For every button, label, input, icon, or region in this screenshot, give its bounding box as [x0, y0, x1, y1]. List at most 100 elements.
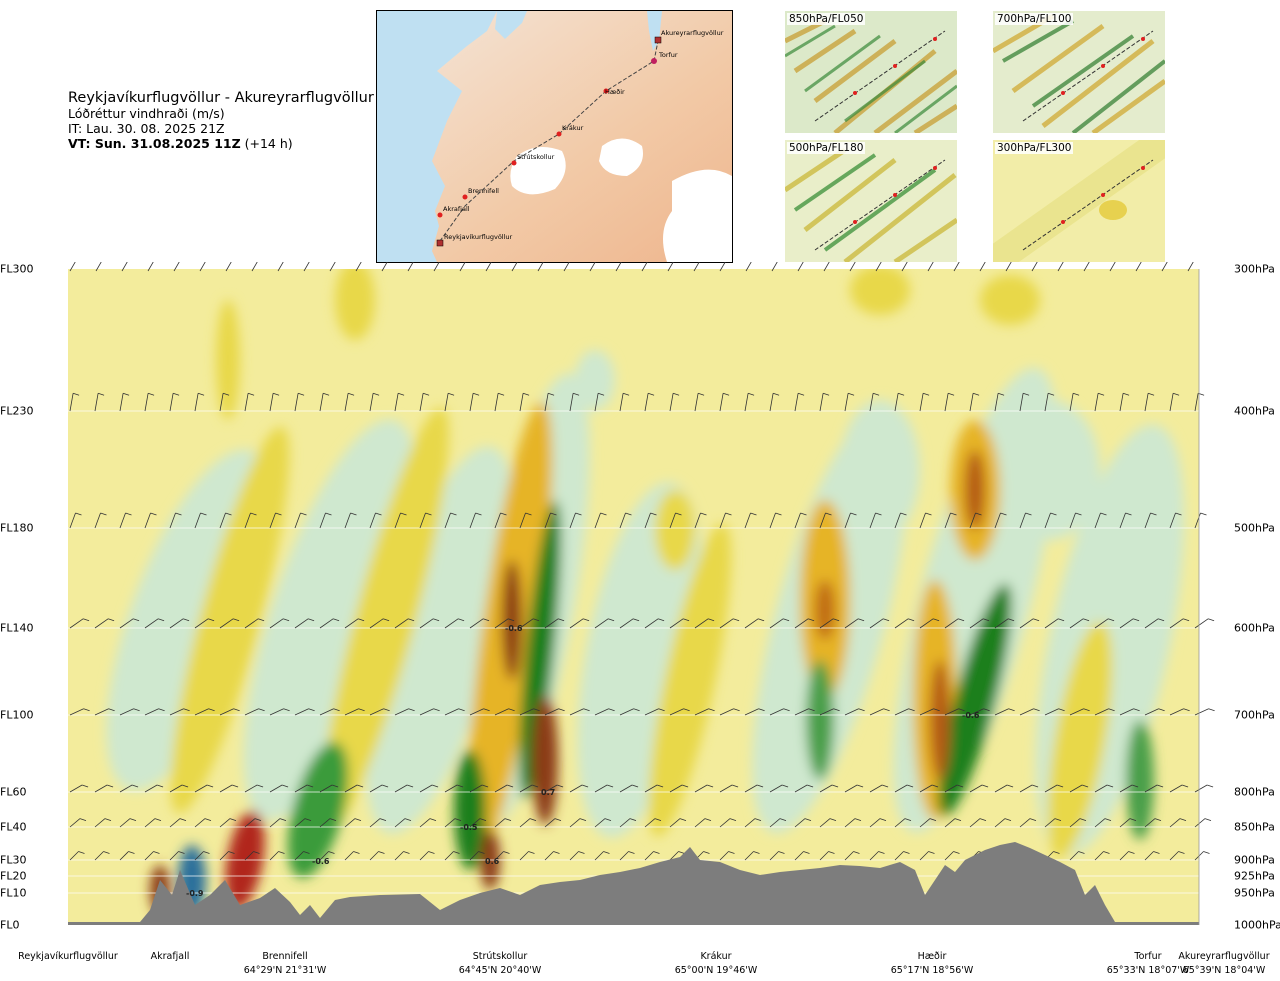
wind-barb-feather — [704, 818, 712, 821]
waypoint-label: Akureyrarflugvöllur 65°39'N 18°04'W — [1178, 951, 1269, 976]
thumbnail-700hpa[interactable]: 700hPa/FL100 — [993, 11, 1165, 133]
wind-barb — [1169, 512, 1176, 529]
wind-barb — [869, 784, 883, 793]
data-label: -0.6 — [312, 857, 330, 866]
wind-barb-feather — [683, 708, 690, 712]
wind-barb — [694, 784, 708, 793]
wind-barb — [219, 512, 226, 529]
wind-barb — [619, 784, 633, 793]
wind-barb-feather — [832, 618, 840, 622]
wind-barb — [95, 262, 102, 272]
wind-barb-feather — [1131, 784, 1139, 788]
wind-barb — [844, 512, 851, 529]
wind-barb-feather — [1125, 512, 1132, 516]
wind-barb-feather — [79, 818, 87, 821]
wind-barb — [219, 618, 234, 629]
wind-barb — [119, 784, 133, 793]
wind-barb — [369, 818, 381, 828]
wind-barb-feather — [983, 708, 990, 712]
wind-barb-feather — [1033, 708, 1040, 712]
wind-barb-feather — [1178, 851, 1185, 854]
wind-barb-feather — [1133, 708, 1140, 712]
wind-barb — [594, 784, 608, 793]
wind-barb-feather — [125, 512, 132, 516]
wind-barb — [994, 784, 1008, 793]
wind-barb — [1044, 618, 1059, 629]
wind-barb-feather — [633, 708, 640, 712]
wind-barb — [969, 618, 984, 629]
wind-barb-feather — [833, 708, 840, 712]
wind-barb-feather — [557, 618, 565, 622]
wind-barb-feather — [897, 392, 905, 396]
wind-barb — [419, 818, 431, 828]
wind-barb-feather — [1200, 512, 1207, 516]
wind-barb — [693, 262, 700, 272]
waypoint-label: Strútskollur 64°45'N 20°40'W — [459, 951, 542, 976]
map-label-akrafjall: Akrafjall — [443, 205, 470, 213]
wind-barb — [494, 512, 501, 529]
wind-barb — [303, 262, 310, 272]
wind-barb-feather — [697, 392, 705, 396]
thumbnail-300hpa[interactable]: 300hPa/FL300 — [993, 140, 1165, 262]
wind-barb — [319, 851, 329, 861]
wind-barb — [225, 262, 232, 272]
wind-barb-feather — [628, 851, 635, 854]
wind-barb — [69, 708, 84, 716]
wind-barb-feather — [333, 708, 340, 712]
wind-barb-feather — [372, 392, 380, 396]
wind-barb — [444, 851, 454, 861]
wind-barb-feather — [233, 708, 240, 712]
wind-barb-feather — [647, 392, 655, 396]
wind-barb — [1069, 851, 1079, 861]
wind-barb — [394, 708, 409, 716]
map-pin-brennifell — [462, 194, 468, 200]
waypoint-label: Brennifell 64°29'N 21°31'W — [244, 951, 327, 976]
wind-barb — [994, 512, 1001, 529]
tick-label-fl140: FL140 — [0, 621, 34, 635]
thumbnail-850hpa[interactable]: 850hPa/FL050 — [785, 11, 957, 133]
wind-barb-feather — [857, 618, 865, 622]
wind-barb — [744, 512, 751, 529]
wind-barb-feather — [1108, 708, 1115, 712]
wind-barb — [69, 512, 76, 529]
thumbnail-300hpa-image — [993, 140, 1165, 262]
wind-barb — [219, 393, 224, 412]
wind-barb — [919, 512, 926, 529]
wind-barb — [194, 708, 209, 716]
wind-barb-feather — [1007, 618, 1015, 622]
wind-barb-feather — [250, 512, 257, 516]
wind-barb-feather — [375, 512, 382, 516]
tick-label-400hpa: 400hPa — [1234, 404, 1275, 418]
wind-barb — [1057, 262, 1064, 272]
wind-barb-feather — [122, 392, 130, 396]
wind-barb-feather — [847, 392, 855, 396]
wind-barb-feather — [1083, 708, 1090, 712]
map-glacier-langjokull — [510, 147, 566, 195]
wind-barb-feather — [1072, 392, 1080, 396]
tick-label-925hpa: 925hPa — [1234, 869, 1275, 883]
wind-barb — [344, 851, 354, 861]
wind-barb-feather — [304, 818, 312, 821]
wind-barb-feather — [358, 708, 365, 712]
wind-barb — [794, 851, 804, 861]
wind-barb-feather — [383, 708, 390, 712]
thumbnail-500hpa[interactable]: 500hPa/FL180 — [785, 140, 957, 262]
wind-barb — [1044, 708, 1059, 716]
map-label-akureyri: Akureyrarflugvöllur — [661, 29, 724, 37]
wind-barb-feather — [653, 851, 660, 854]
wind-barb — [519, 618, 534, 629]
wind-barb — [769, 784, 783, 793]
wind-barb-feather — [728, 851, 735, 854]
wind-barb-feather — [147, 392, 155, 396]
map-label-haedir: Hæðir — [605, 88, 625, 96]
wind-barb-feather — [631, 784, 639, 788]
wind-barb — [594, 393, 599, 412]
waypoint-name: Torfur — [1134, 951, 1162, 962]
wind-barb-feather — [422, 392, 430, 396]
wind-barb-feather — [303, 851, 310, 854]
wind-barb-feather — [878, 851, 885, 854]
wind-barb-feather — [1128, 851, 1135, 854]
wind-barb — [433, 262, 440, 272]
wind-barb-feather — [133, 708, 140, 712]
wind-barb-feather — [457, 618, 465, 622]
